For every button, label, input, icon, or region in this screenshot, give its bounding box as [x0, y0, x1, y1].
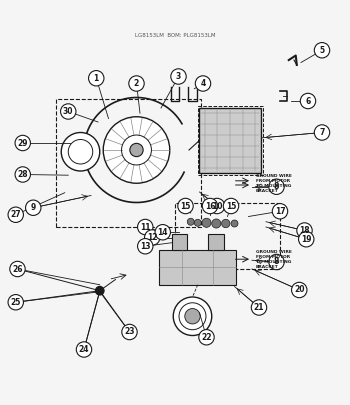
Circle shape — [26, 200, 41, 215]
Circle shape — [61, 132, 100, 171]
Text: 26: 26 — [12, 264, 23, 273]
Circle shape — [222, 219, 230, 228]
Circle shape — [15, 167, 30, 182]
Circle shape — [187, 218, 194, 225]
Circle shape — [231, 220, 238, 227]
Circle shape — [251, 300, 267, 315]
Text: 14: 14 — [158, 228, 168, 237]
Circle shape — [314, 125, 330, 140]
Bar — [159, 250, 236, 285]
Text: 7: 7 — [319, 128, 325, 137]
Bar — [199, 108, 261, 173]
Circle shape — [76, 342, 92, 357]
Circle shape — [209, 198, 225, 214]
Circle shape — [171, 69, 186, 84]
Text: 1: 1 — [94, 74, 99, 83]
Circle shape — [10, 261, 25, 277]
Text: 19: 19 — [301, 235, 312, 244]
Text: 23: 23 — [124, 328, 135, 337]
Circle shape — [297, 223, 312, 238]
Circle shape — [212, 219, 221, 228]
Circle shape — [195, 76, 211, 91]
Text: 16: 16 — [205, 202, 215, 211]
Circle shape — [61, 104, 76, 119]
Bar — [56, 99, 201, 227]
Circle shape — [138, 239, 153, 254]
Bar — [172, 234, 187, 250]
Circle shape — [178, 198, 193, 214]
Circle shape — [155, 224, 170, 240]
Circle shape — [129, 76, 144, 91]
Circle shape — [194, 219, 201, 226]
Circle shape — [8, 207, 23, 222]
Bar — [198, 106, 262, 175]
Text: 15: 15 — [226, 202, 236, 211]
Circle shape — [202, 198, 218, 214]
Text: 8: 8 — [274, 182, 279, 191]
Text: 30: 30 — [63, 107, 74, 116]
Text: GROUND WIRE
FROM MOTOR
TO MOUNTING
BRACKET: GROUND WIRE FROM MOTOR TO MOUNTING BRACK… — [256, 250, 291, 269]
Text: 4: 4 — [200, 79, 206, 88]
Circle shape — [269, 254, 284, 270]
Text: 15: 15 — [180, 202, 191, 211]
Circle shape — [292, 282, 307, 298]
Text: 18: 18 — [299, 226, 310, 235]
Text: GROUND WIRE
FROM MOTOR
TO MOUNTING
BRACKET: GROUND WIRE FROM MOTOR TO MOUNTING BRACK… — [256, 174, 291, 193]
Circle shape — [8, 294, 23, 310]
Text: 20: 20 — [294, 286, 304, 294]
Text: 3: 3 — [176, 72, 181, 81]
Bar — [208, 234, 224, 250]
Circle shape — [269, 179, 284, 194]
Text: 5: 5 — [320, 46, 324, 55]
Text: 17: 17 — [275, 207, 285, 216]
Text: 27: 27 — [10, 210, 21, 219]
Circle shape — [89, 70, 104, 86]
Text: 28: 28 — [18, 170, 28, 179]
Circle shape — [145, 230, 160, 245]
Text: 2: 2 — [134, 79, 139, 88]
Text: 6: 6 — [305, 96, 311, 105]
Circle shape — [199, 330, 214, 345]
Circle shape — [185, 309, 200, 324]
Circle shape — [179, 303, 206, 330]
Circle shape — [173, 297, 212, 335]
Text: 9: 9 — [31, 203, 36, 212]
Text: 21: 21 — [254, 303, 264, 312]
Bar — [175, 202, 280, 269]
Circle shape — [68, 139, 93, 164]
Circle shape — [202, 218, 211, 227]
Text: 24: 24 — [79, 345, 89, 354]
Circle shape — [299, 232, 314, 247]
Circle shape — [314, 43, 330, 58]
Circle shape — [130, 143, 143, 157]
Circle shape — [300, 93, 316, 109]
Circle shape — [96, 286, 104, 295]
Text: 29: 29 — [18, 139, 28, 147]
Text: 11: 11 — [140, 222, 150, 232]
Circle shape — [138, 219, 153, 235]
Text: 25: 25 — [10, 298, 21, 307]
Text: LG8153LM  BOM: PLG8153LM: LG8153LM BOM: PLG8153LM — [135, 33, 215, 38]
Circle shape — [103, 117, 170, 183]
Circle shape — [122, 324, 137, 340]
Text: 13: 13 — [140, 242, 150, 251]
Circle shape — [223, 198, 239, 214]
Text: 10: 10 — [212, 202, 222, 211]
Text: 22: 22 — [201, 333, 212, 342]
Text: 8: 8 — [274, 258, 279, 266]
Circle shape — [272, 204, 288, 219]
Circle shape — [15, 135, 30, 151]
Text: 12: 12 — [147, 233, 158, 242]
